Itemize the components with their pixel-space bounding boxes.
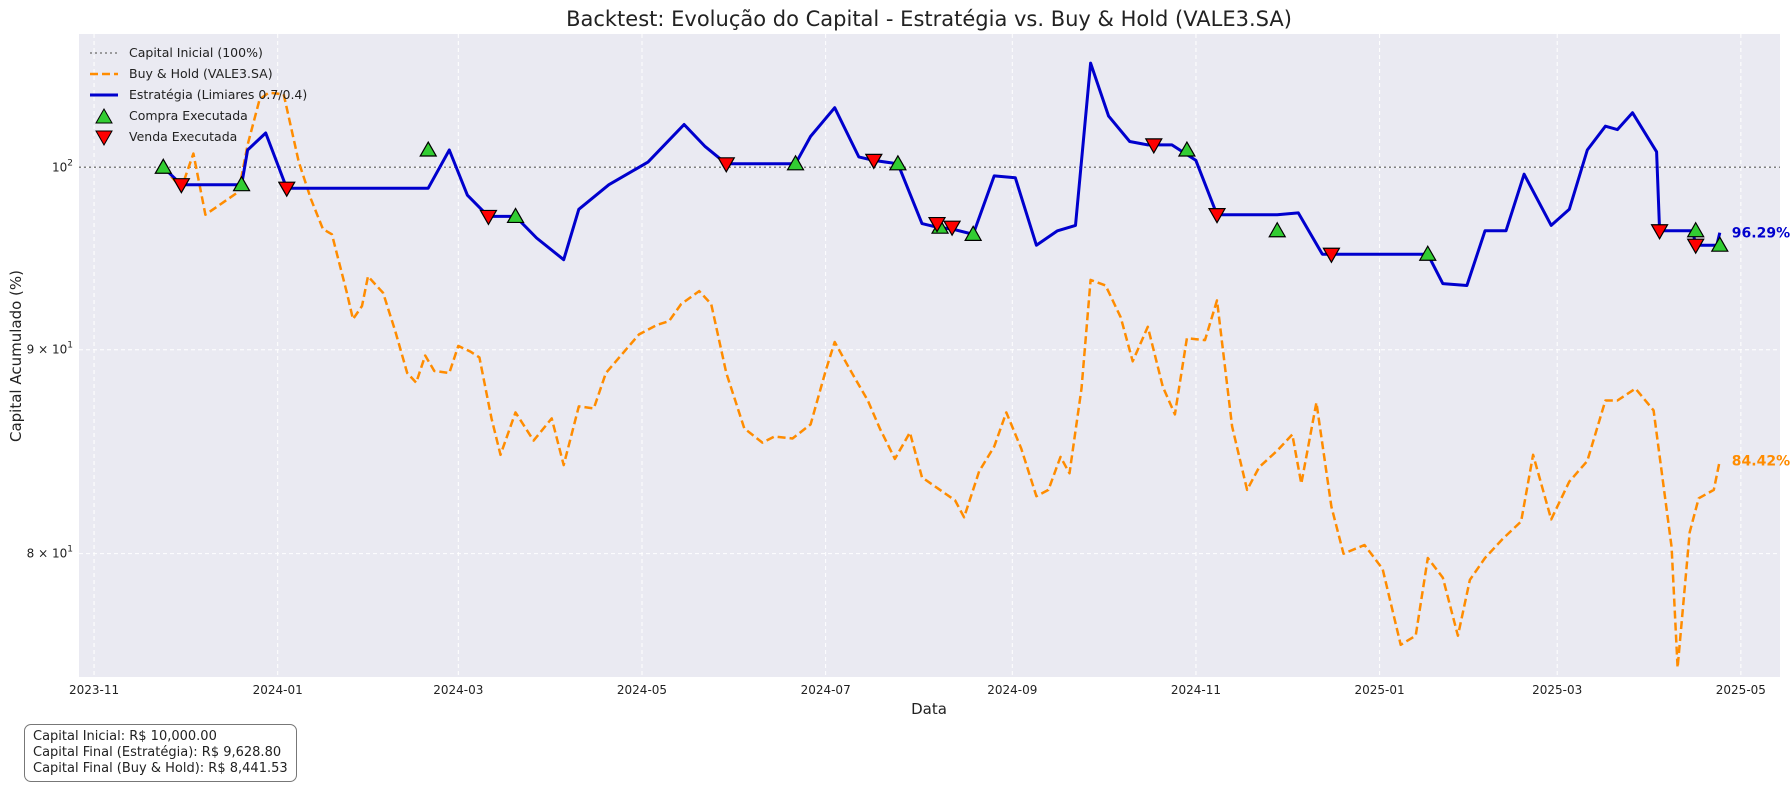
sell-marker [1322,247,1341,264]
sell-marker [864,153,883,170]
legend-sell-label: Venda Executada [129,129,237,144]
x-tick-label: 2024-03 [433,683,483,697]
sell-marker [479,209,498,226]
buy-marker [964,225,983,241]
buy-marker [786,154,805,171]
final-buy-hold-capital-text: Capital Final (Buy & Hold): R$ 8,441.53 [33,761,288,776]
legend-buy-label: Compra Executada [129,108,248,123]
x-tick-label: 2024-05 [617,683,667,697]
legend: Capital Inicial (100%) Buy & Hold (VALE3… [90,45,307,147]
sell-marker [943,220,962,237]
buy-marker [1686,221,1705,238]
x-tick-label: 2024-09 [987,683,1037,697]
strategy-line [162,61,1722,287]
x-tick-label: 2024-07 [801,683,851,697]
buy-marker [419,140,438,157]
x-tick-label: 2024-11 [1171,683,1221,697]
y-tick-label: 102 [52,158,73,174]
buy-marker [154,158,173,174]
y-tick-label: 9 × 101 [27,341,73,357]
sell-marker [1686,238,1705,255]
y-axis-ticks: 102 9 × 101 8 × 101 [27,158,73,560]
sell-marker [1650,224,1669,240]
sell-marker [717,157,736,174]
trade-markers [154,138,1729,264]
final-strategy-capital-text: Capital Final (Estratégia): R$ 9,628.80 [33,745,282,760]
buy-marker [1418,245,1437,261]
legend-buy-hold-label: Buy & Hold (VALE3.SA) [129,66,273,81]
buy-marker [1177,140,1196,157]
legend-reference-label: Capital Inicial (100%) [129,45,263,60]
x-tick-label: 2025-05 [1716,683,1766,697]
x-tick-label: 2025-01 [1355,683,1405,697]
sell-marker [1207,208,1227,224]
buy-marker [506,207,525,224]
x-tick-label: 2024-01 [253,683,303,697]
series-lines [162,61,1722,669]
x-axis-ticks: 2023-11 2024-01 2024-03 2024-05 2024-07 2024-… [69,683,1766,697]
buy-marker [1268,221,1287,238]
sell-marker [1144,138,1163,155]
chart-title: Backtest: Evolução do Capital - Estratég… [566,7,1292,31]
y-tick-label: 8 × 101 [27,545,73,561]
capital-summary-box: Capital Inicial: R$ 10,000.00 Capital Fi… [24,724,297,782]
sell-marker [277,181,296,198]
grid-lines [79,34,1780,677]
buy-marker [888,154,907,171]
sell-marker [172,178,191,194]
buy-marker [232,175,251,192]
buy-hold-final-label: 84.42% [1732,454,1790,470]
x-tick-label: 2025-03 [1532,683,1582,697]
x-axis-label: Data [911,700,947,718]
plot-area [79,34,1780,677]
strategy-final-label: 96.29% [1732,226,1790,242]
buy-hold-line [162,91,1722,669]
buy-marker [1710,235,1729,252]
x-tick-label: 2023-11 [69,683,119,697]
legend-strategy-label: Estratégia (Limiares 0.7/0.4) [129,87,307,102]
legend-buy-icon [95,107,113,124]
initial-capital-text: Capital Inicial: R$ 10,000.00 [33,729,217,744]
legend-sell-icon [95,130,113,147]
y-axis-label: Capital Acumulado (%) [7,270,25,442]
sell-marker [927,216,947,233]
end-labels: 84.42% 96.29% [1732,226,1790,470]
